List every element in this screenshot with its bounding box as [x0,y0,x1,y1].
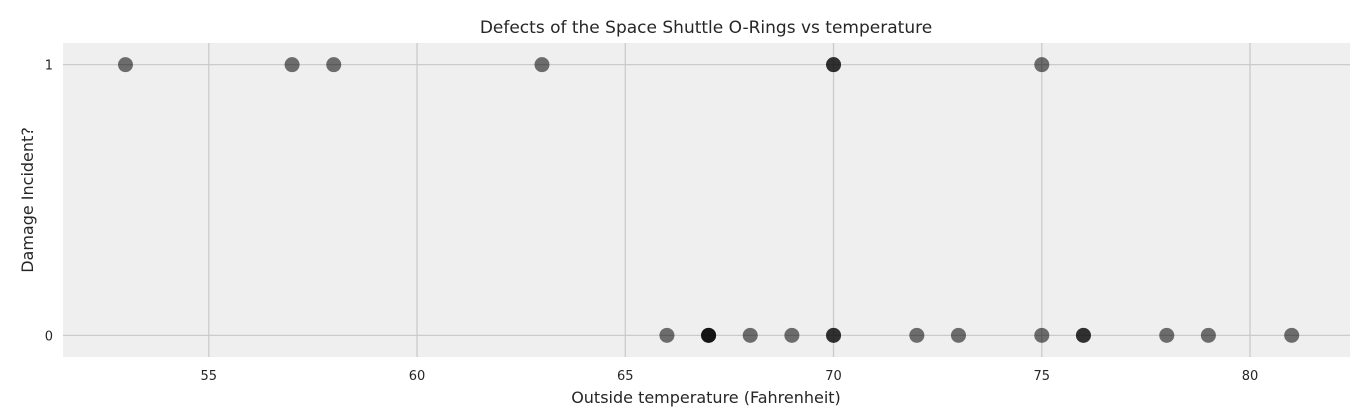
data-point [326,57,342,73]
x-tick-label: 60 [409,369,426,384]
data-point [826,57,842,73]
data-point [659,327,675,343]
data-point [1159,327,1175,343]
x-axis-label: Outside temperature (Fahrenheit) [571,388,841,407]
data-point [950,327,966,343]
x-tick-label: 55 [201,369,218,384]
data-point [1034,327,1050,343]
data-point [534,57,550,73]
y-axis-label: Damage Incident? [18,127,37,273]
x-tick-label: 65 [617,369,634,384]
data-point [826,327,842,343]
data-point [701,327,717,343]
data-point [1284,327,1300,343]
data-point [742,327,758,343]
data-point [1034,57,1050,73]
data-point [909,327,925,343]
data-point [1075,327,1091,343]
x-tick-label: 70 [825,369,842,384]
data-point [284,57,300,73]
data-point [117,57,133,73]
data-point [784,327,800,343]
data-points [117,57,1300,343]
x-tick-label: 80 [1242,369,1259,384]
y-tick-label: 1 [45,59,53,74]
x-tick-label: 75 [1034,369,1051,384]
tick-labels: 55 60 65 70 75 80 0 1 [45,59,1259,384]
y-tick-label: 0 [45,329,53,344]
plot-area [63,43,1350,357]
data-point [1200,327,1216,343]
chart-title: Defects of the Space Shuttle O-Rings vs … [480,18,932,38]
